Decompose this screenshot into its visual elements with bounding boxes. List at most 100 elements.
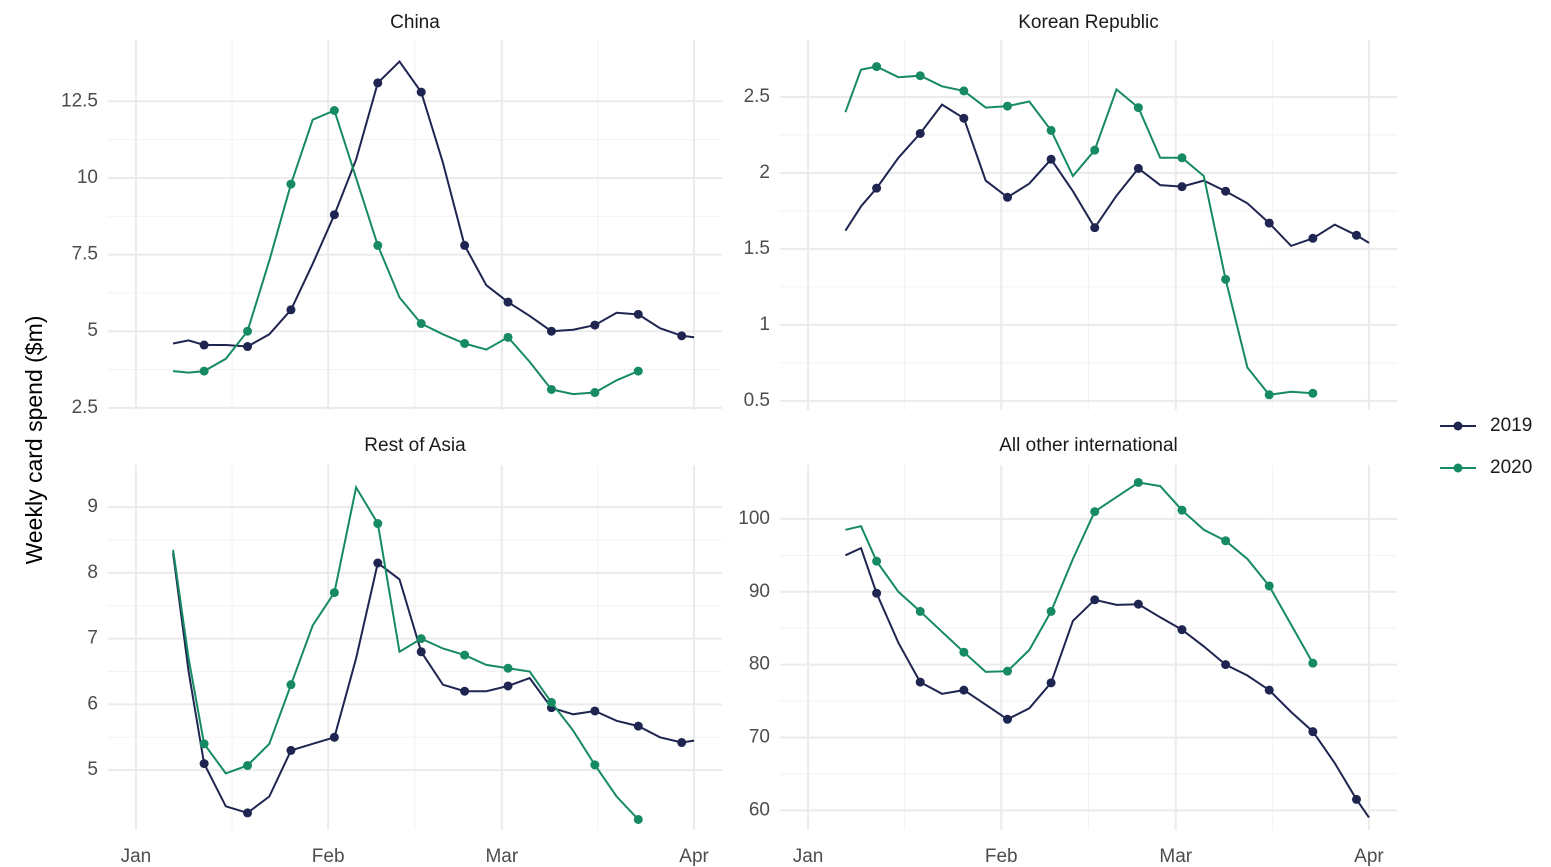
x-tick-label: Apr [679, 846, 709, 867]
x-tick-label: Apr [1354, 846, 1384, 867]
point [1002, 714, 1012, 724]
point [1046, 154, 1056, 164]
point [1264, 218, 1274, 228]
point [1177, 505, 1187, 515]
legend-point [1453, 421, 1463, 431]
point [1133, 477, 1143, 487]
point [1002, 101, 1012, 111]
point [416, 634, 426, 644]
series-line [172, 59, 695, 348]
point [1002, 666, 1012, 676]
series-line [172, 552, 695, 815]
panel-title: Korean Republic [1018, 12, 1158, 33]
panel-title: All other international [999, 435, 1178, 456]
point [329, 106, 339, 116]
point [286, 179, 296, 189]
point [286, 745, 296, 755]
point [1221, 660, 1231, 670]
legend-label: 2020 [1490, 457, 1532, 478]
point [1221, 274, 1231, 284]
point [1090, 507, 1100, 517]
point [1308, 727, 1318, 737]
point [199, 739, 209, 749]
y-tick-label: 12.5 [61, 90, 98, 111]
point [1351, 230, 1361, 240]
point [677, 738, 687, 748]
point [460, 686, 470, 696]
point [1264, 685, 1274, 695]
point [959, 685, 969, 695]
point [872, 62, 882, 72]
point [633, 721, 643, 731]
y-tick-label: 100 [738, 508, 770, 529]
series-line [844, 65, 1313, 396]
point [373, 78, 383, 88]
point [959, 647, 969, 657]
point [329, 732, 339, 742]
point [633, 309, 643, 319]
point [329, 210, 339, 220]
y-tick-label: 9 [87, 496, 98, 517]
point [1046, 606, 1056, 616]
point [416, 319, 426, 329]
x-tick-label: Mar [485, 846, 518, 867]
series-line [173, 109, 639, 396]
point [590, 320, 600, 330]
y-tick-label: 10 [77, 167, 98, 188]
point [1090, 595, 1100, 605]
point [1090, 223, 1100, 233]
point [286, 305, 296, 315]
point [1308, 388, 1318, 398]
x-tick-label: Jan [793, 846, 824, 867]
point [1133, 163, 1143, 173]
point [590, 706, 600, 716]
point [1308, 658, 1318, 668]
y-tick-label: 2.5 [72, 397, 98, 418]
point [677, 331, 687, 341]
series-line [172, 484, 640, 821]
y-tick-label: 0.5 [744, 390, 770, 411]
point [1046, 678, 1056, 688]
x-tick-label: Mar [1159, 846, 1192, 867]
point [1002, 192, 1012, 202]
point [1133, 599, 1143, 609]
x-tick-label: Feb [985, 846, 1018, 867]
point [329, 588, 339, 598]
point [1264, 390, 1274, 400]
point [590, 388, 600, 398]
point [460, 338, 470, 348]
point [1221, 186, 1231, 196]
point [373, 519, 383, 529]
point [633, 814, 643, 824]
point [1308, 233, 1318, 243]
y-tick-label: 1 [759, 314, 770, 335]
point [373, 240, 383, 250]
point [1090, 145, 1100, 155]
point [416, 647, 426, 657]
y-tick-label: 5 [87, 320, 98, 341]
y-tick-label: 2.5 [744, 86, 770, 107]
point [546, 384, 556, 394]
y-tick-label: 70 [749, 726, 770, 747]
point [915, 71, 925, 81]
point [1177, 625, 1187, 635]
y-tick-label: 6 [87, 693, 98, 714]
point [1046, 125, 1056, 135]
point [1177, 182, 1187, 192]
legend-point [1453, 463, 1463, 473]
point [915, 128, 925, 138]
point [959, 86, 969, 96]
point [243, 326, 253, 336]
series-line [844, 103, 1370, 248]
panel-title: China [390, 12, 440, 33]
y-tick-label: 60 [749, 799, 770, 820]
point [959, 113, 969, 123]
point [460, 240, 470, 250]
x-tick-label: Jan [121, 846, 152, 867]
y-axis-label: Weekly card spend ($m) [21, 316, 47, 565]
point [503, 663, 513, 673]
point [872, 183, 882, 193]
point [243, 761, 253, 771]
point [633, 366, 643, 376]
